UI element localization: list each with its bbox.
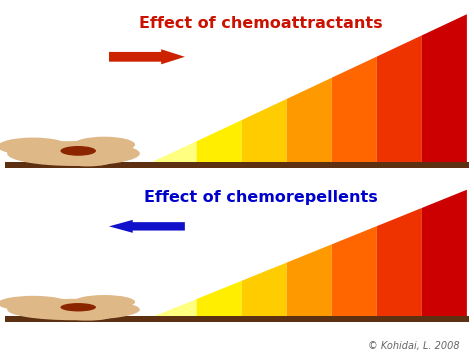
Ellipse shape (0, 296, 69, 311)
Polygon shape (332, 226, 377, 317)
Ellipse shape (61, 303, 96, 311)
Polygon shape (377, 36, 422, 162)
Text: © Kohidai, L. 2008: © Kohidai, L. 2008 (368, 342, 460, 351)
Polygon shape (287, 244, 332, 317)
Polygon shape (152, 141, 197, 162)
FancyArrow shape (109, 49, 185, 64)
Polygon shape (422, 14, 467, 162)
Polygon shape (197, 281, 242, 317)
Ellipse shape (73, 295, 135, 309)
Bar (5, 162, 469, 168)
Ellipse shape (64, 312, 111, 321)
Ellipse shape (73, 137, 135, 153)
Ellipse shape (61, 146, 96, 156)
Polygon shape (242, 263, 287, 317)
Text: Effect of chemorepellents: Effect of chemorepellents (144, 190, 378, 205)
Ellipse shape (0, 137, 69, 155)
Polygon shape (242, 99, 287, 162)
Polygon shape (287, 78, 332, 162)
Text: Effect of chemoattractants: Effect of chemoattractants (139, 16, 383, 31)
Bar (5, 316, 469, 322)
Polygon shape (332, 56, 377, 162)
Polygon shape (377, 208, 422, 317)
Polygon shape (422, 190, 467, 317)
Ellipse shape (7, 299, 140, 320)
FancyArrow shape (109, 220, 185, 233)
Polygon shape (152, 299, 197, 317)
Ellipse shape (64, 157, 111, 166)
Ellipse shape (7, 141, 140, 166)
Polygon shape (197, 120, 242, 162)
